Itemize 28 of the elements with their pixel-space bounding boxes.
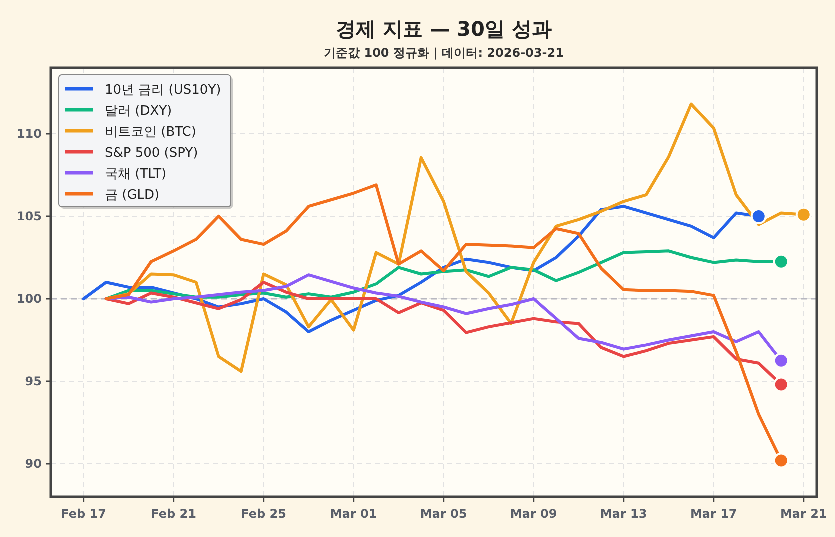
chart-title: 경제 지표 — 30일 성과 [336,17,552,41]
x-tick-label: Feb 17 [61,507,106,521]
y-tick-label: 100 [16,292,42,306]
x-tick-label: Mar 01 [330,507,378,521]
legend-label: 금 (GLD) [105,188,160,203]
legend-label: S&P 500 (SPY) [105,146,198,161]
y-tick-label: 105 [16,210,42,224]
x-tick-label: Feb 21 [151,507,196,521]
y-tick-label: 95 [25,374,42,388]
x-tick-label: Mar 13 [600,507,648,521]
x-tick-label: Mar 21 [780,507,828,521]
point [773,376,790,393]
y-tick-label: 90 [25,457,42,471]
legend-label: 달러 (DXY) [105,104,172,119]
x-tick-label: Mar 09 [510,507,558,521]
x-tick-label: Feb 25 [241,507,286,521]
point [796,206,812,223]
point [773,254,790,270]
legend-label: 10년 금리 (US10Y) [105,83,222,98]
point [750,208,767,224]
x-tick-label: Mar 05 [420,507,468,521]
point [773,352,790,369]
chart-subtitle: 기준값 100 정규화 | 데이터: 2026-03-21 [324,46,564,60]
legend-label: 비트코인 (BTC) [105,125,196,140]
point [773,452,790,469]
y-tick-label: 110 [16,127,42,141]
legend-label: 국채 (TLT) [105,167,167,182]
x-tick-label: Mar 17 [690,507,738,521]
